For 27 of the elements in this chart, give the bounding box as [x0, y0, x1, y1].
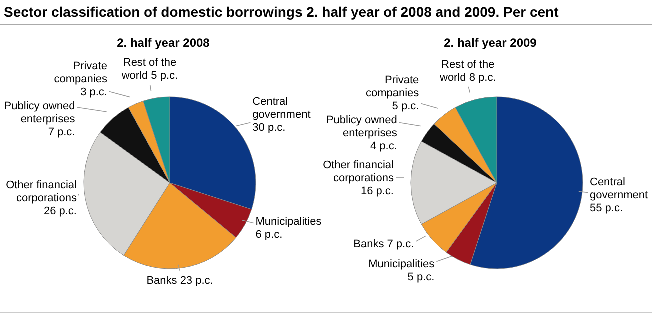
- slice-label: Rest of the world 5 p.c.: [120, 57, 178, 82]
- slice-label: Private companies: [366, 74, 420, 100]
- data-label: 6 p.c.: [256, 229, 283, 242]
- slice-label: Banks 7 p.c.: [354, 238, 414, 251]
- data-label: 4 p.c.: [370, 140, 398, 152]
- chart-subtitle: 2. half year 2008: [116, 36, 211, 50]
- data-label: 5 p.c.: [392, 100, 420, 112]
- slice-label: Banks 23 p.c.: [146, 274, 214, 287]
- data-label: 26 p.c.: [44, 206, 77, 218]
- slice-label: Rest of the world 8 p.c.: [439, 59, 496, 84]
- data-label: 5 p.c.: [408, 271, 435, 284]
- chart-title: Sector classification of domestic borrowings 2. half year of 2008 and 2009. Per cent: [4, 4, 560, 20]
- slice-label: Other financial corporations: [6, 180, 78, 205]
- data-label: 3 p.c.: [80, 86, 108, 99]
- data-label: 55 p.c.: [590, 202, 624, 214]
- slice-label: Private companies: [54, 60, 108, 86]
- slice-label: Municipalities: [368, 258, 436, 270]
- data-label: 7 p.c.: [48, 126, 76, 139]
- slice-label: Municipalities: [256, 216, 322, 228]
- data-label: 16 p.c.: [360, 186, 394, 198]
- chart-subtitle: 2. half year 2009: [443, 36, 538, 50]
- slice-label: Publicy owned enterprises: [4, 100, 76, 126]
- slice-label: Central government: [590, 176, 648, 202]
- slice-label: Other financial corporations: [323, 160, 394, 184]
- data-label: 30 p.c.: [252, 122, 286, 134]
- slice-label: Central government: [252, 96, 311, 122]
- slice-label: Publicy owned enterprises: [326, 114, 398, 140]
